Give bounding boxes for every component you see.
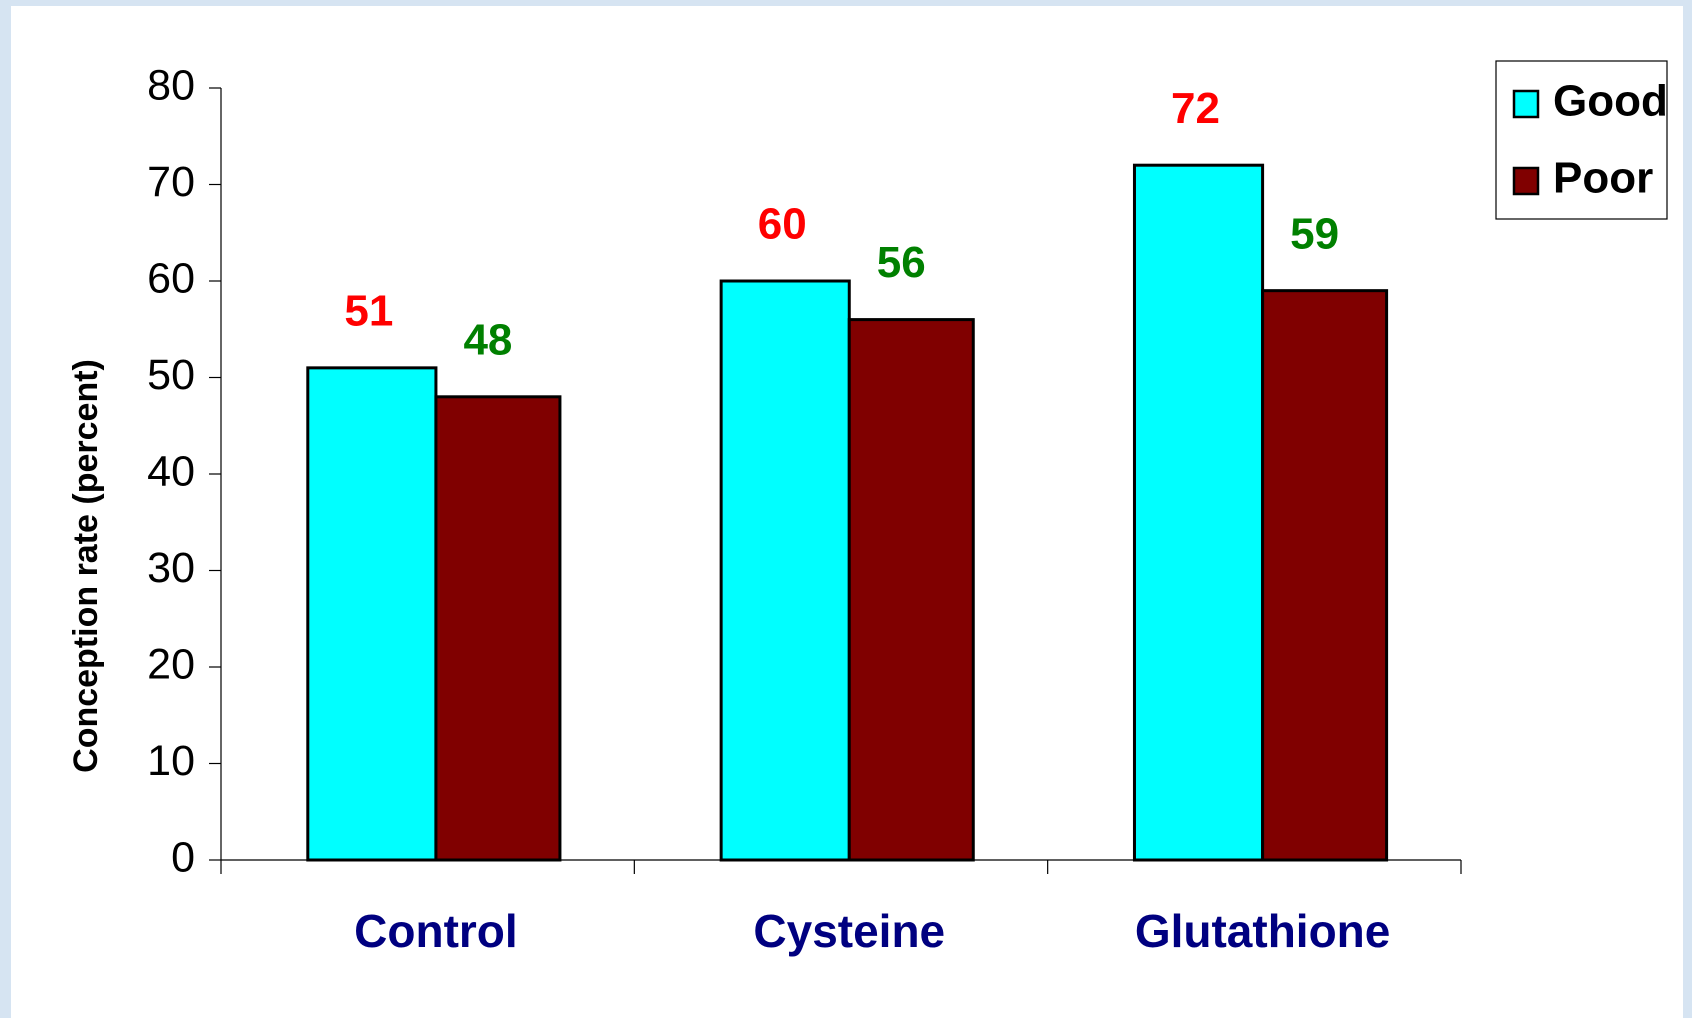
bar bbox=[306, 366, 438, 862]
bar bbox=[434, 395, 562, 862]
data-label: 60 bbox=[758, 200, 807, 249]
y-axis-label: Conception rate (percent) bbox=[67, 359, 105, 773]
data-label: 56 bbox=[877, 238, 926, 287]
data-label: 48 bbox=[463, 315, 512, 364]
legend-label: Good bbox=[1553, 77, 1668, 126]
y-tick-label: 0 bbox=[171, 833, 195, 881]
y-tick-label: 20 bbox=[147, 640, 195, 688]
x-tick-label: Glutathione bbox=[1135, 905, 1391, 957]
y-tick-label: 60 bbox=[147, 254, 195, 302]
legend-label: Poor bbox=[1553, 154, 1653, 203]
y-tick-label: 70 bbox=[147, 158, 195, 206]
y-tick-label: 30 bbox=[147, 544, 195, 592]
y-tick-label: 40 bbox=[147, 447, 195, 495]
bar bbox=[847, 318, 975, 862]
y-tick-label: 50 bbox=[147, 351, 195, 399]
x-tick-label: Cysteine bbox=[753, 905, 945, 957]
bar bbox=[1261, 289, 1389, 862]
x-tick-label: Control bbox=[354, 905, 518, 957]
bar bbox=[719, 279, 851, 862]
legend-swatch bbox=[1512, 166, 1540, 196]
legend-swatch bbox=[1512, 89, 1540, 119]
data-label: 72 bbox=[1171, 84, 1220, 133]
y-tick-label: 10 bbox=[147, 737, 195, 785]
data-label: 59 bbox=[1290, 209, 1339, 258]
bar bbox=[1132, 163, 1265, 862]
y-tick-label: 80 bbox=[147, 61, 195, 109]
data-label: 51 bbox=[344, 286, 393, 335]
